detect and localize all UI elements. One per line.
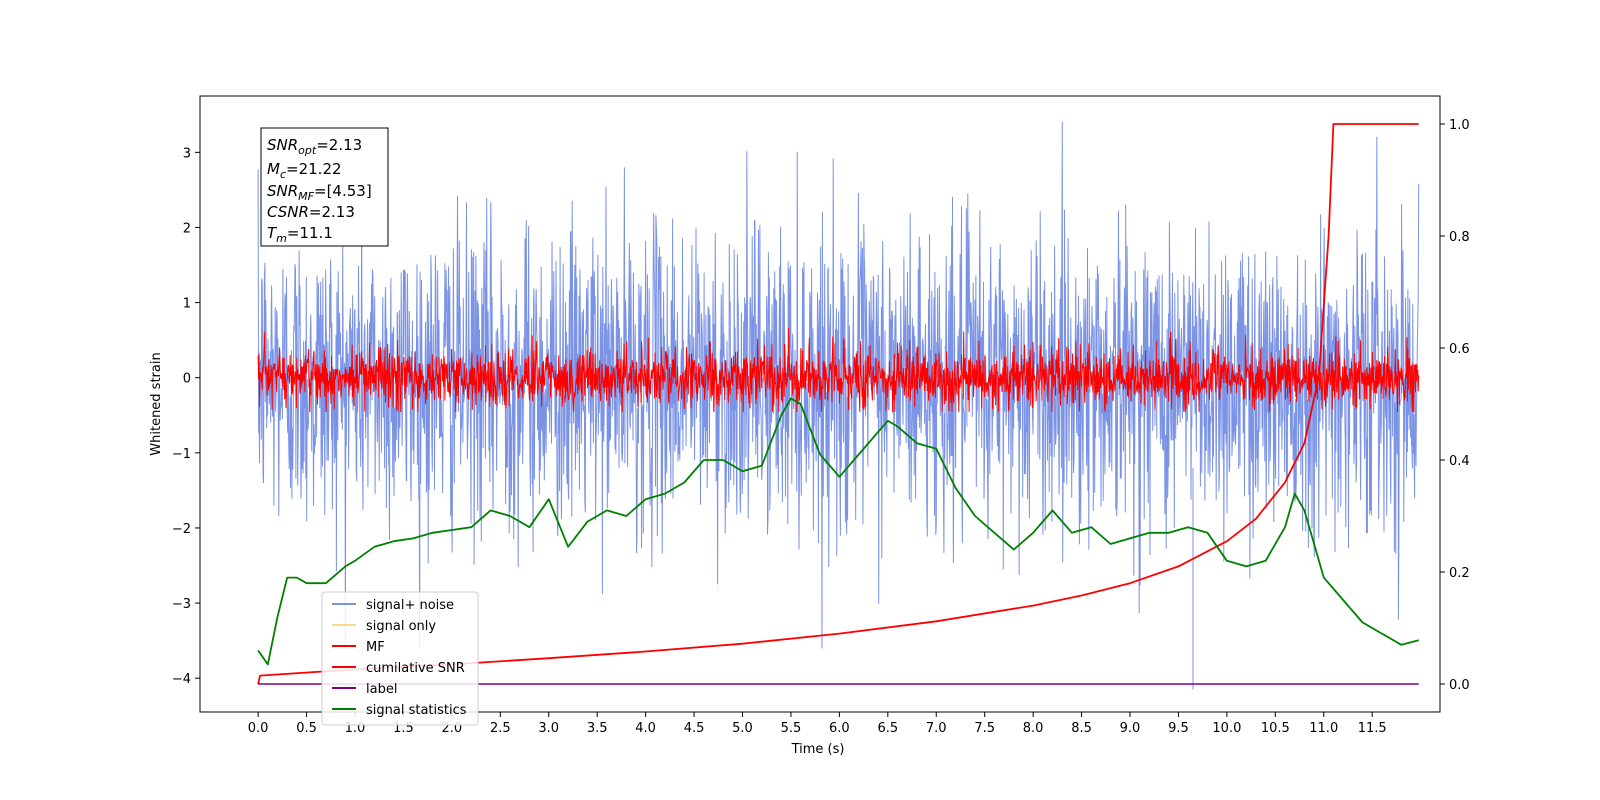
y-right-tick-label: 0.2 [1449, 566, 1470, 581]
x-tick-label: 6.0 [829, 721, 850, 736]
x-tick-label: 7.0 [926, 721, 947, 736]
info-tm: Tm=11.1 [267, 224, 333, 245]
y-tick-label: 1 [183, 297, 191, 312]
plot-frame [199, 95, 1441, 713]
x-tick-label: 11.5 [1358, 721, 1387, 736]
x-tick-label: 3.0 [538, 721, 559, 736]
y-tick-label: 2 [183, 221, 191, 236]
x-tick-label: 6.5 [877, 721, 898, 736]
y-tick-label: −1 [172, 447, 191, 462]
x-tick-label: 2.5 [490, 721, 511, 736]
y-right-tick-label: 0.4 [1449, 454, 1470, 469]
info-box: SNRopt=2.13 Mc=21.22 SNRMF=[4.53] CSNR=2… [260, 127, 389, 247]
y-right-tick-label: 0.0 [1449, 678, 1470, 693]
x-tick-label: 5.5 [781, 721, 802, 736]
y-right-tick-label: 0.8 [1449, 230, 1470, 245]
x-tick-label: 9.0 [1120, 721, 1141, 736]
y-tick-label: 3 [183, 146, 191, 161]
x-tick-label: 10.0 [1212, 721, 1241, 736]
x-tick-label: 7.5 [974, 721, 995, 736]
y-right-tick-label: 1.0 [1449, 118, 1470, 133]
info-mc: Mc=21.22 [267, 160, 342, 181]
x-tick-label: 4.0 [635, 721, 656, 736]
y-right-axis-ticks: 1.0 0.8 0.6 0.4 0.2 0.0 [1440, 118, 1470, 693]
x-tick-label: 10.5 [1261, 721, 1290, 736]
legend-label-signal-only: signal only [366, 619, 436, 634]
y-tick-label: −3 [172, 597, 191, 612]
info-snr-opt: SNRopt=2.13 [267, 136, 362, 157]
x-axis-title: Time (s) [791, 742, 845, 757]
y-right-tick-label: 0.6 [1449, 342, 1470, 357]
x-tick-label: 8.5 [1071, 721, 1092, 736]
x-axis-ticks: 0.0 0.5 1.0 1.5 2.0 2.5 3.0 3.5 4.0 4.5 5.0 5.5 6.0 6… [248, 712, 1387, 736]
info-snr-mf: SNRMF=[4.53] [267, 182, 372, 203]
x-tick-label: 9.5 [1168, 721, 1189, 736]
y-axis-title: Whitened strain [149, 352, 164, 455]
series-mf [257, 327, 1420, 412]
info-box-frame [260, 127, 389, 247]
info-csnr: CSNR=2.13 [267, 203, 355, 221]
x-tick-label: 11.0 [1309, 721, 1338, 736]
y-tick-label: −2 [172, 522, 191, 537]
x-tick-label: 4.5 [684, 721, 705, 736]
legend-label-signal-noise: signal+ noise [366, 598, 454, 613]
legend: signal+ noise signal only MF cumilative … [321, 591, 479, 726]
series-cumilative-snr [257, 123, 1419, 685]
y-tick-label: 0 [183, 372, 191, 387]
legend-label-cumilative-snr: cumilative SNR [366, 661, 465, 676]
legend-label-signal-statistics: signal statistics [366, 703, 467, 718]
legend-label-mf: MF [366, 640, 385, 655]
legend-label-label: label [366, 682, 397, 697]
y-axis-ticks: 3 2 1 0 −1 −2 −3 −4 [172, 146, 200, 687]
x-tick-label: 3.5 [587, 721, 608, 736]
x-tick-label: 5.0 [732, 721, 753, 736]
series-signal-statistics [257, 397, 1419, 666]
series-signal-noise [257, 121, 1420, 690]
x-tick-label: 0.5 [296, 721, 317, 736]
x-tick-label: 8.0 [1023, 721, 1044, 736]
legend-frame [321, 591, 479, 726]
x-tick-label: 0.0 [248, 721, 269, 736]
y-tick-label: −4 [172, 672, 191, 687]
